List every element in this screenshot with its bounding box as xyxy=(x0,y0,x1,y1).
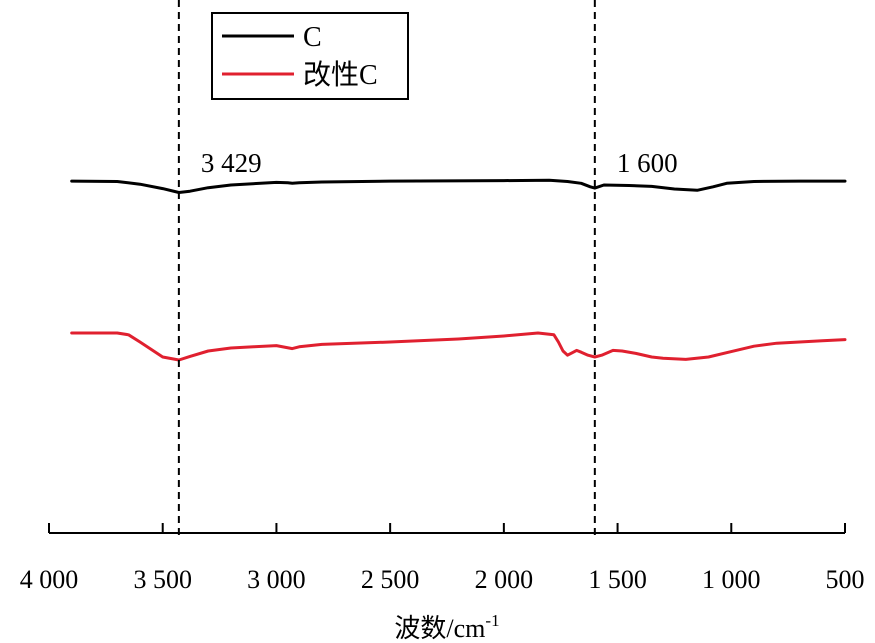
x-tick-label: 2 500 xyxy=(361,565,420,594)
x-tick-label: 1 500 xyxy=(588,565,647,594)
annotation-label: 1 600 xyxy=(617,148,678,178)
plot-area xyxy=(70,178,847,362)
x-axis-title-superscript: -1 xyxy=(485,611,499,630)
x-tick-label: 3 500 xyxy=(133,565,192,594)
x-tick-label: 1 000 xyxy=(702,565,761,594)
x-tick-label: 2 000 xyxy=(475,565,534,594)
series-line-1 xyxy=(70,178,847,194)
legend-box xyxy=(211,12,409,100)
x-tick-label: 4 000 xyxy=(20,565,79,594)
x-axis-title-text: 波数/cm xyxy=(394,614,485,643)
legend: C 改性C xyxy=(211,12,409,100)
x-axis: 4 000 3 500 3 000 2 500 2 000 1 500 1 000 500 xyxy=(20,523,865,594)
x-tick-label: 3 000 xyxy=(247,565,306,594)
x-axis-title: 波数/cm-1 xyxy=(394,611,499,643)
legend-label: 改性C xyxy=(303,59,378,91)
x-tick-label: 500 xyxy=(826,565,865,594)
annotations: 3 429 1 600 xyxy=(177,0,678,536)
legend-label: C xyxy=(303,22,322,53)
annotation-label: 3 429 xyxy=(201,148,262,178)
series-line-2 xyxy=(70,331,847,362)
